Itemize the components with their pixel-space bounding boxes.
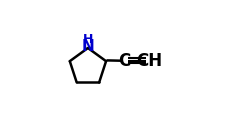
Text: N: N bbox=[81, 38, 94, 54]
Text: CH: CH bbox=[136, 52, 162, 70]
Text: C: C bbox=[119, 52, 131, 70]
Text: H: H bbox=[83, 33, 93, 46]
